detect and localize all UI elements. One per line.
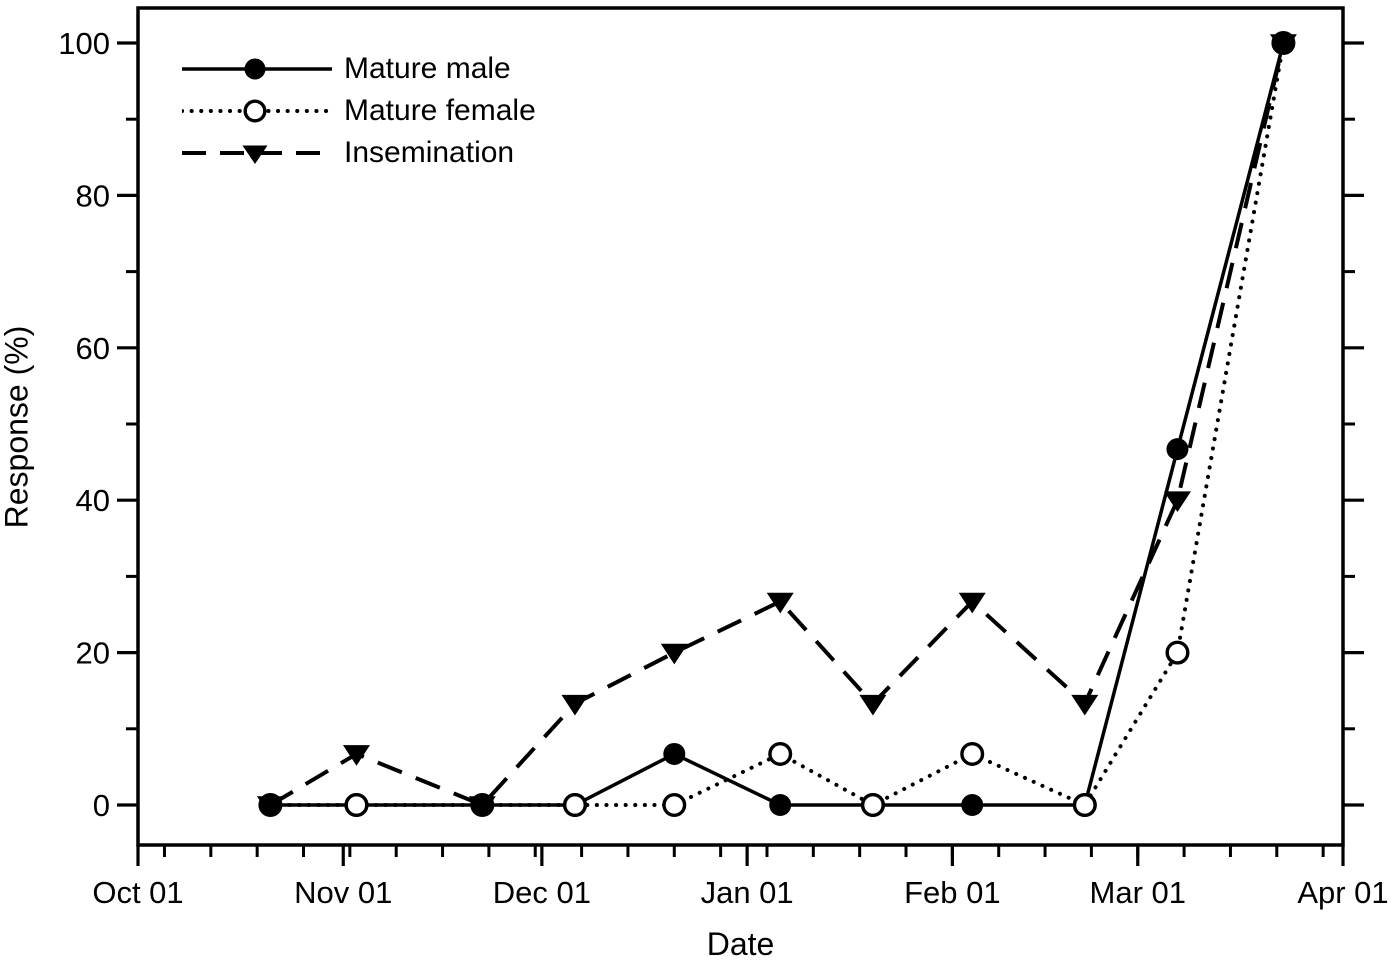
x-tick-label: Feb 01 (904, 875, 1001, 910)
x-tick-label: Jan 01 (701, 875, 794, 910)
filled-triangle-icon (182, 145, 332, 164)
data-point-filled-triangle (958, 592, 986, 614)
data-point-filled-triangle (561, 694, 589, 716)
y-tick-label: 0 (93, 788, 110, 823)
data-point-open-circle (662, 793, 687, 818)
filled-triangle-icon (242, 145, 268, 164)
data-point-filled-circle (961, 794, 984, 816)
data-point-open-circle (562, 793, 587, 818)
data-point-filled-triangle (766, 592, 794, 614)
data-point-filled-circle (471, 794, 494, 816)
plot-frame (136, 6, 1345, 847)
y-tick-label: 80 (76, 178, 110, 213)
data-point-filled-triangle (1071, 694, 1099, 716)
legend-label: Insemination (344, 136, 515, 169)
data-point-open-circle (768, 741, 793, 766)
data-point-open-circle (960, 741, 985, 766)
data-point-filled-triangle (342, 745, 370, 766)
x-tick-label: Dec 01 (493, 875, 591, 910)
data-point-filled-circle (259, 794, 282, 816)
data-point-open-circle (1072, 793, 1097, 818)
x-tick-label: Oct 01 (92, 875, 183, 910)
open-circle-icon (243, 99, 267, 123)
x-tick-label: Nov 01 (294, 875, 392, 910)
data-point-filled-triangle (1163, 491, 1191, 512)
data-points (256, 31, 1297, 818)
data-point-filled-triangle (859, 694, 887, 716)
data-point-open-circle (860, 793, 885, 818)
x-axis: Oct 01 Nov 01 Dec 01 Jan 01 Feb 01 Mar 01 Apr … (92, 845, 1389, 910)
open-circle-icon (182, 99, 332, 123)
legend-label: Mature male (344, 52, 511, 85)
legend: Mature male Mature female Insemination (182, 52, 536, 182)
x-tick-label: Apr 01 (1297, 875, 1388, 910)
data-point-filled-circle (769, 794, 792, 816)
y-tick-label: 60 (76, 331, 110, 366)
y-axis-title: Response (%) (0, 325, 35, 529)
x-axis-title: Date (706, 926, 775, 962)
legend-item-mature-male: Mature male (182, 52, 536, 85)
legend-label: Mature female (344, 94, 536, 127)
legend-item-mature-female: Mature female (182, 94, 536, 127)
y-tick-label: 40 (76, 483, 110, 518)
y-axis: 0 20 40 60 80 100 (58, 26, 1364, 823)
filled-circle-icon (182, 58, 332, 80)
series-line-insemination (269, 42, 1286, 808)
data-point-filled-circle (663, 742, 686, 765)
data-point-open-circle (344, 793, 369, 818)
legend-item-insemination: Insemination (182, 136, 536, 169)
filled-circle-icon (244, 58, 266, 80)
data-point-filled-circle (1166, 438, 1189, 461)
y-tick-label: 20 (76, 636, 110, 671)
y-tick-label: 100 (58, 26, 110, 61)
series-line-mature-female (268, 41, 1286, 808)
data-point-filled-circle (1272, 32, 1295, 54)
data-point-open-circle (1165, 640, 1190, 665)
x-tick-label: Mar 01 (1090, 875, 1186, 910)
data-point-filled-triangle (660, 643, 688, 665)
